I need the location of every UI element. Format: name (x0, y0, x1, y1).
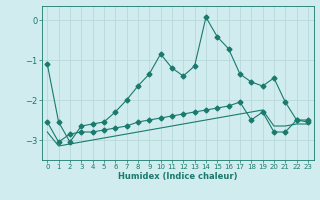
X-axis label: Humidex (Indice chaleur): Humidex (Indice chaleur) (118, 172, 237, 181)
